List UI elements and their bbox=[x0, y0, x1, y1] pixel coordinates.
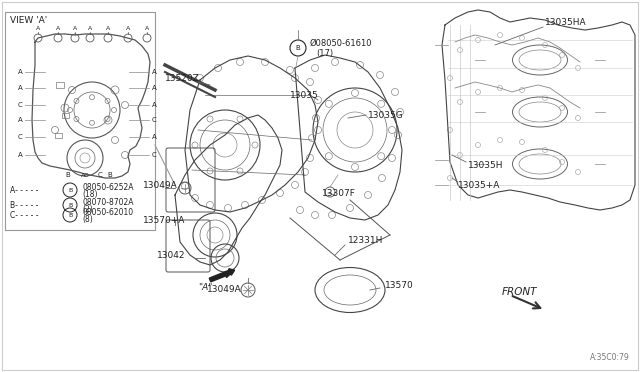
Text: A: A bbox=[152, 134, 156, 140]
Text: 13520Z: 13520Z bbox=[165, 74, 200, 83]
Text: B: B bbox=[68, 187, 72, 192]
Bar bbox=[54, 132, 61, 138]
Bar bbox=[61, 112, 68, 118]
Text: AC: AC bbox=[81, 173, 89, 177]
Text: B- - - - -: B- - - - - bbox=[10, 201, 38, 209]
Text: B: B bbox=[68, 212, 72, 218]
Text: A: A bbox=[36, 26, 40, 31]
FancyArrow shape bbox=[209, 269, 235, 282]
Text: C: C bbox=[152, 117, 156, 123]
Text: 08050-62010: 08050-62010 bbox=[82, 208, 133, 217]
Text: 13049A: 13049A bbox=[143, 180, 178, 189]
Text: 13035: 13035 bbox=[290, 90, 319, 99]
Text: A: A bbox=[56, 26, 60, 31]
Text: 13035HA: 13035HA bbox=[545, 17, 587, 26]
Text: B: B bbox=[68, 202, 72, 208]
Text: 12331H: 12331H bbox=[348, 235, 383, 244]
Text: 08070-8702A: 08070-8702A bbox=[82, 198, 134, 206]
Text: A: A bbox=[126, 26, 130, 31]
Text: A: A bbox=[152, 85, 156, 91]
Text: A: A bbox=[18, 152, 22, 158]
Text: B: B bbox=[108, 172, 113, 178]
Text: C- - - - -: C- - - - - bbox=[10, 211, 38, 219]
Text: 08050-6252A: 08050-6252A bbox=[82, 183, 134, 192]
Text: (2): (2) bbox=[82, 205, 93, 214]
Text: 13570+A: 13570+A bbox=[143, 215, 186, 224]
Text: A: A bbox=[18, 69, 22, 75]
Text: A: A bbox=[145, 26, 149, 31]
Text: 13307F: 13307F bbox=[322, 189, 356, 198]
Text: VIEW 'A': VIEW 'A' bbox=[10, 16, 47, 25]
Text: C: C bbox=[18, 102, 22, 108]
Text: "A": "A" bbox=[198, 283, 212, 292]
Text: C: C bbox=[98, 172, 102, 178]
Text: (8): (8) bbox=[82, 215, 93, 224]
Text: A: A bbox=[88, 26, 92, 31]
Text: (18): (18) bbox=[82, 189, 97, 199]
Text: B: B bbox=[66, 172, 70, 178]
Text: B: B bbox=[296, 45, 300, 51]
Text: C: C bbox=[18, 134, 22, 140]
Text: FRONT: FRONT bbox=[502, 287, 538, 297]
Text: 13049A: 13049A bbox=[207, 285, 242, 295]
Text: 13035G: 13035G bbox=[368, 110, 404, 119]
Text: A:35C0:79: A:35C0:79 bbox=[590, 353, 630, 362]
Text: A: A bbox=[18, 85, 22, 91]
Text: A: A bbox=[73, 26, 77, 31]
Text: (17): (17) bbox=[316, 48, 333, 58]
Text: A: A bbox=[18, 117, 22, 123]
Text: C: C bbox=[152, 152, 156, 158]
Text: 13035H: 13035H bbox=[468, 160, 504, 170]
Text: A: A bbox=[106, 26, 110, 31]
Bar bbox=[56, 82, 64, 88]
Text: 13035+A: 13035+A bbox=[458, 180, 500, 189]
Text: Ø08050-61610: Ø08050-61610 bbox=[310, 38, 372, 48]
Text: 13570: 13570 bbox=[385, 280, 413, 289]
Text: A: A bbox=[152, 69, 156, 75]
Text: A: A bbox=[152, 102, 156, 108]
Text: A- - - - -: A- - - - - bbox=[10, 186, 38, 195]
Text: 13042: 13042 bbox=[157, 250, 186, 260]
